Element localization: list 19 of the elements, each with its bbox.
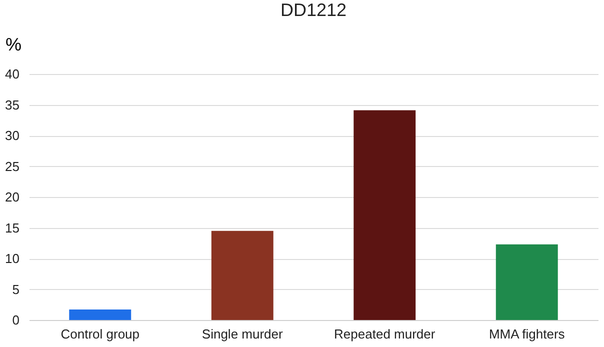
y-tick-label: 30 bbox=[5, 128, 20, 143]
bar bbox=[211, 230, 274, 320]
x-tick-label: Control group bbox=[60, 326, 140, 342]
chart-title: DD1212 bbox=[280, 0, 347, 20]
x-tick-label: MMA fighters bbox=[488, 326, 566, 342]
y-tick-label: 35 bbox=[5, 97, 20, 112]
x-tick-label: Single murder bbox=[202, 326, 284, 342]
x-tick-label: Repeated murder bbox=[334, 326, 436, 342]
y-tick-label: 15 bbox=[5, 220, 20, 236]
y-tick-label: 0 bbox=[12, 312, 20, 328]
bar bbox=[354, 110, 416, 320]
y-tick-label: 5 bbox=[12, 282, 20, 297]
y-tick-label: 20 bbox=[5, 190, 20, 204]
y-tick-label: 40 bbox=[5, 66, 20, 82]
y-axis-title: % bbox=[6, 34, 22, 54]
bar bbox=[496, 244, 558, 320]
y-tick-label: 25 bbox=[5, 158, 20, 174]
bar bbox=[69, 310, 132, 320]
y-tick-label: 10 bbox=[5, 251, 20, 266]
